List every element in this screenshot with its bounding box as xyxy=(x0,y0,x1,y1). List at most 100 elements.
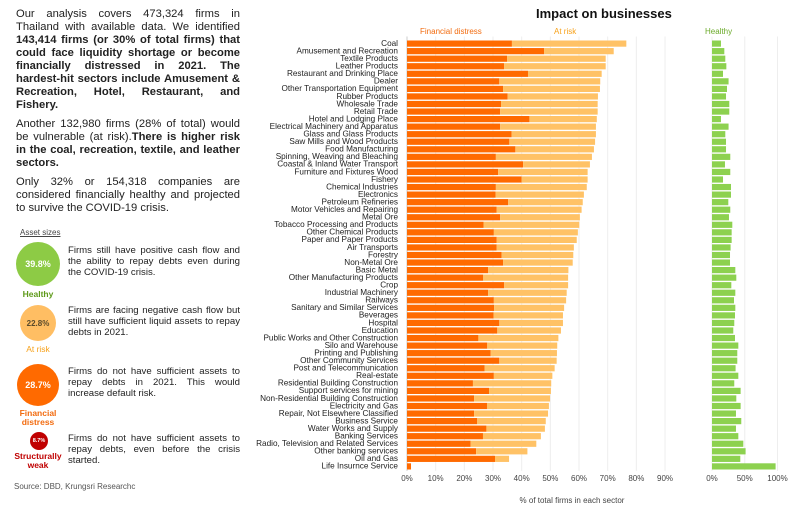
bar-healthy xyxy=(712,319,735,327)
bar-healthy xyxy=(712,440,744,447)
bar-financial-distress xyxy=(407,138,510,145)
bar-at-risk xyxy=(493,372,553,379)
category-label: Coal xyxy=(381,39,398,48)
bar-at-risk xyxy=(484,365,555,372)
bar-financial-distress xyxy=(407,455,496,462)
bar-at-risk xyxy=(493,312,563,319)
category-label: Silo and Warehouse xyxy=(325,341,399,350)
bar-financial-distress xyxy=(407,55,508,62)
bar-at-risk xyxy=(500,123,596,130)
bar-financial-distress xyxy=(407,440,471,447)
header-healthy: Healthy xyxy=(705,27,733,36)
bar-financial-distress xyxy=(407,70,528,77)
bar-healthy xyxy=(712,229,732,236)
bar-at-risk xyxy=(472,380,552,387)
bar-healthy xyxy=(712,365,736,372)
bar-at-risk xyxy=(490,350,557,357)
category-label: Oil and Gas xyxy=(355,454,398,463)
bar-healthy xyxy=(712,138,727,145)
bar-healthy xyxy=(712,267,736,274)
bar-healthy xyxy=(712,244,731,251)
summary-panel: Our analysis covers 473,324 firms in Tha… xyxy=(16,8,240,221)
category-label: Tobacco Processing and Products xyxy=(274,220,398,229)
bar-financial-distress xyxy=(407,282,505,289)
bar-financial-distress xyxy=(407,93,508,100)
bar-healthy xyxy=(712,433,739,440)
bar-at-risk xyxy=(504,63,606,70)
bar-at-risk xyxy=(503,259,573,266)
category-label: Wholesale Trade xyxy=(337,99,399,108)
category-label: Other Manufacturing Products xyxy=(289,273,398,282)
bar-healthy xyxy=(712,161,725,168)
bar-at-risk xyxy=(498,168,588,176)
category-label: Business Service xyxy=(335,416,398,425)
category-label: Glass and Glass Products xyxy=(303,130,398,139)
bar-healthy xyxy=(712,40,721,47)
bar-healthy xyxy=(712,395,737,402)
bar-financial-distress xyxy=(407,350,491,357)
category-label: Printing and Publishing xyxy=(314,348,398,357)
bar-at-risk xyxy=(521,176,588,183)
healthy-description: Firms still have positive cash flow and … xyxy=(68,245,240,278)
bar-financial-distress xyxy=(407,402,487,410)
category-label: Banking Services xyxy=(335,432,398,441)
x-tick-label: 10% xyxy=(428,474,444,483)
bar-at-risk xyxy=(495,455,510,462)
x-tick-label: 50% xyxy=(542,474,558,483)
financial-distress-description: Firms do not have sufficient assets to r… xyxy=(68,366,240,399)
category-label: Paper and Paper Products xyxy=(302,235,399,244)
bar-financial-distress xyxy=(407,146,516,153)
bar-financial-distress xyxy=(407,410,475,417)
category-label: Saw Mills and Wood Products xyxy=(289,137,398,146)
bar-healthy xyxy=(712,357,738,364)
category-label: Non-Metal Ore xyxy=(344,258,398,267)
bar-at-risk xyxy=(483,221,580,228)
bar-at-risk xyxy=(486,402,549,410)
bar-healthy xyxy=(712,146,727,153)
category-label: Petroleum Refineries xyxy=(322,197,398,206)
bar-financial-distress xyxy=(407,236,497,243)
bar-at-risk xyxy=(499,78,601,85)
x-tick-label: 30% xyxy=(485,474,501,483)
bar-healthy xyxy=(712,85,727,92)
x-tick-label: 70% xyxy=(600,474,616,483)
category-label: Forestry xyxy=(368,250,399,259)
category-label: Basic Metal xyxy=(356,265,398,274)
bar-healthy xyxy=(712,93,727,100)
bar-healthy xyxy=(712,372,739,379)
bar-at-risk xyxy=(496,236,577,243)
bar-at-risk xyxy=(486,425,545,432)
bar-at-risk xyxy=(495,183,587,191)
bar-healthy xyxy=(712,380,735,387)
legend-financial-distress: 28.7% Financial distress Firms do not ha… xyxy=(12,364,242,427)
bar-at-risk xyxy=(488,267,569,274)
bar-financial-distress xyxy=(407,123,501,130)
category-label: Retail Trade xyxy=(354,107,399,116)
category-label: Furniture and Fixtures Wood xyxy=(294,167,398,176)
bar-healthy xyxy=(712,123,729,130)
x-tick-label: 40% xyxy=(514,474,530,483)
legend-healthy: 39.8% Healthy Firms still have positive … xyxy=(12,242,242,302)
category-label: Real-estate xyxy=(356,371,398,380)
bar-healthy xyxy=(712,153,731,160)
bar-healthy xyxy=(712,176,724,183)
bar-financial-distress xyxy=(407,448,477,455)
bars xyxy=(407,40,776,470)
bar-healthy xyxy=(712,221,733,228)
bar-at-risk xyxy=(544,48,614,55)
bar-at-risk xyxy=(527,70,602,77)
bar-financial-distress xyxy=(407,131,512,138)
bar-at-risk xyxy=(470,440,537,447)
bar-at-risk xyxy=(474,395,551,402)
category-label: Sanitary and Similar Services xyxy=(291,303,398,312)
header-financial-distress: Financial distress xyxy=(420,27,482,36)
category-label: Radio, Television and Related Services xyxy=(256,439,398,448)
bar-healthy xyxy=(712,448,746,455)
category-label: Hotel and Lodging Place xyxy=(309,114,399,123)
x-tick-label: 80% xyxy=(628,474,644,483)
bar-financial-distress xyxy=(407,425,487,432)
bar-at-risk xyxy=(508,199,583,206)
bar-at-risk xyxy=(493,229,578,236)
